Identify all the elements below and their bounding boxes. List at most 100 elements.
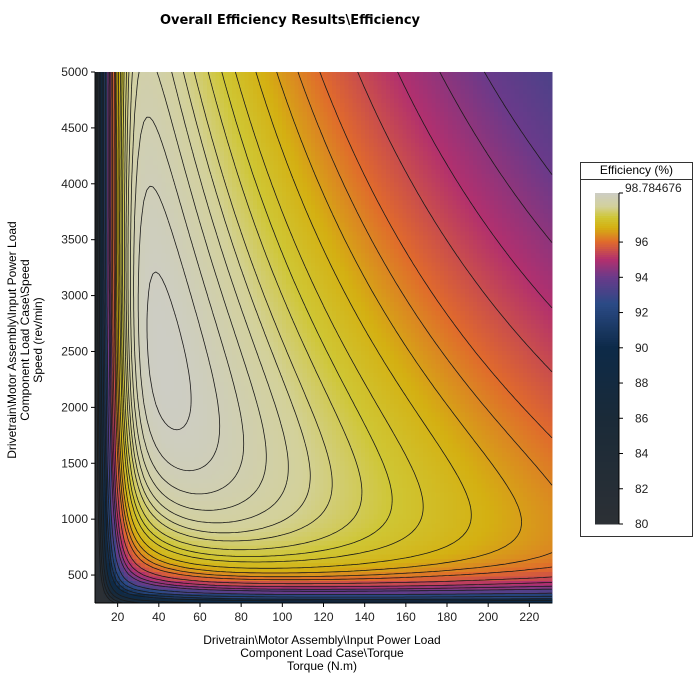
heat-cell <box>194 147 200 153</box>
heat-cell <box>124 262 129 268</box>
heat-cell <box>248 85 254 91</box>
heat-cell <box>240 72 246 78</box>
heat-cell <box>178 195 183 201</box>
heat-cell <box>190 408 196 414</box>
heat-cell <box>211 138 217 144</box>
heat-cell <box>194 262 200 268</box>
heat-cell <box>244 341 250 347</box>
heat-cell <box>173 160 179 166</box>
heat-cell <box>215 182 221 188</box>
heat-cell <box>149 563 154 569</box>
heat-cell <box>203 328 208 334</box>
heat-cell <box>178 279 183 285</box>
heat-cell <box>215 572 221 578</box>
heat-cell <box>169 275 175 281</box>
heat-cell <box>198 324 204 330</box>
heat-cell <box>194 510 200 516</box>
heat-cell <box>261 315 266 321</box>
heat-cell <box>173 293 179 299</box>
heat-cell <box>165 284 171 290</box>
heat-cell <box>207 461 212 467</box>
heat-cell <box>240 76 246 82</box>
heat-cell <box>161 191 167 197</box>
heat-cell <box>119 173 125 179</box>
heat-cell <box>219 253 225 259</box>
heat-cell <box>153 297 158 303</box>
heat-cell <box>261 532 266 538</box>
heat-cell <box>169 368 175 374</box>
heat-cell <box>161 310 167 316</box>
heat-cell <box>248 279 254 285</box>
heat-cell <box>261 111 266 117</box>
heat-cell <box>198 523 204 529</box>
heat-cell <box>265 253 271 259</box>
heat-cell <box>95 160 100 166</box>
heat-cell <box>178 545 183 551</box>
heat-cell <box>227 456 233 462</box>
heat-cell <box>236 160 241 166</box>
heat-cell <box>144 496 150 502</box>
heat-cell <box>244 142 250 148</box>
heat-cell <box>157 399 163 405</box>
heat-cell <box>236 125 241 131</box>
heat-cell <box>203 156 208 162</box>
heat-cell <box>232 417 237 423</box>
heat-cell <box>211 532 217 538</box>
heat-cell <box>165 364 171 370</box>
heat-cell <box>203 403 208 409</box>
heat-cell <box>124 142 129 148</box>
heat-cell <box>194 594 200 600</box>
heat-cell <box>132 142 138 148</box>
heat-cell <box>219 346 225 352</box>
heat-cell <box>136 355 142 361</box>
heat-cell <box>257 288 262 294</box>
heat-cell <box>157 156 163 162</box>
heat-cell <box>215 368 221 374</box>
heat-cell <box>261 395 266 401</box>
heat-cell <box>190 187 196 193</box>
heat-cell <box>198 235 204 241</box>
heat-cell <box>124 594 129 600</box>
heat-cell <box>194 341 200 347</box>
heat-cell <box>153 430 158 436</box>
heat-cell <box>165 359 171 365</box>
heat-cell <box>169 563 175 569</box>
heat-cell <box>207 182 212 188</box>
heat-cell <box>173 399 179 405</box>
heat-cell <box>157 204 163 210</box>
heat-cell <box>99 598 104 604</box>
heat-cell <box>186 240 192 246</box>
heat-cell <box>207 142 212 148</box>
heat-cell <box>232 346 237 352</box>
heat-cell <box>136 133 142 139</box>
heat-cell <box>99 182 104 188</box>
heat-cell <box>157 98 163 104</box>
heat-cell <box>219 142 225 148</box>
heat-cell <box>153 364 158 370</box>
heat-cell <box>161 244 167 250</box>
heat-cell <box>198 576 204 582</box>
heat-cell <box>223 253 229 259</box>
heat-cell <box>198 257 204 263</box>
heat-cell <box>173 151 179 157</box>
heat-cell <box>236 187 241 193</box>
heat-cell <box>203 147 208 153</box>
heat-cell <box>173 377 179 383</box>
heat-cell <box>140 359 146 365</box>
heat-cell <box>128 456 133 462</box>
heat-cell <box>194 160 200 166</box>
heat-cell <box>182 505 187 511</box>
heat-cell <box>169 461 175 467</box>
heat-cell <box>190 395 196 401</box>
heat-cell <box>186 80 192 86</box>
heat-cell <box>244 111 250 117</box>
heat-cell <box>140 563 146 569</box>
heat-cell <box>128 164 133 170</box>
heat-cell <box>132 89 138 95</box>
heat-cell <box>128 470 133 476</box>
heat-cell <box>140 465 146 471</box>
heat-cell <box>144 364 150 370</box>
heat-cell <box>157 541 163 547</box>
heat-cell <box>223 319 229 325</box>
heat-cell <box>157 147 163 153</box>
